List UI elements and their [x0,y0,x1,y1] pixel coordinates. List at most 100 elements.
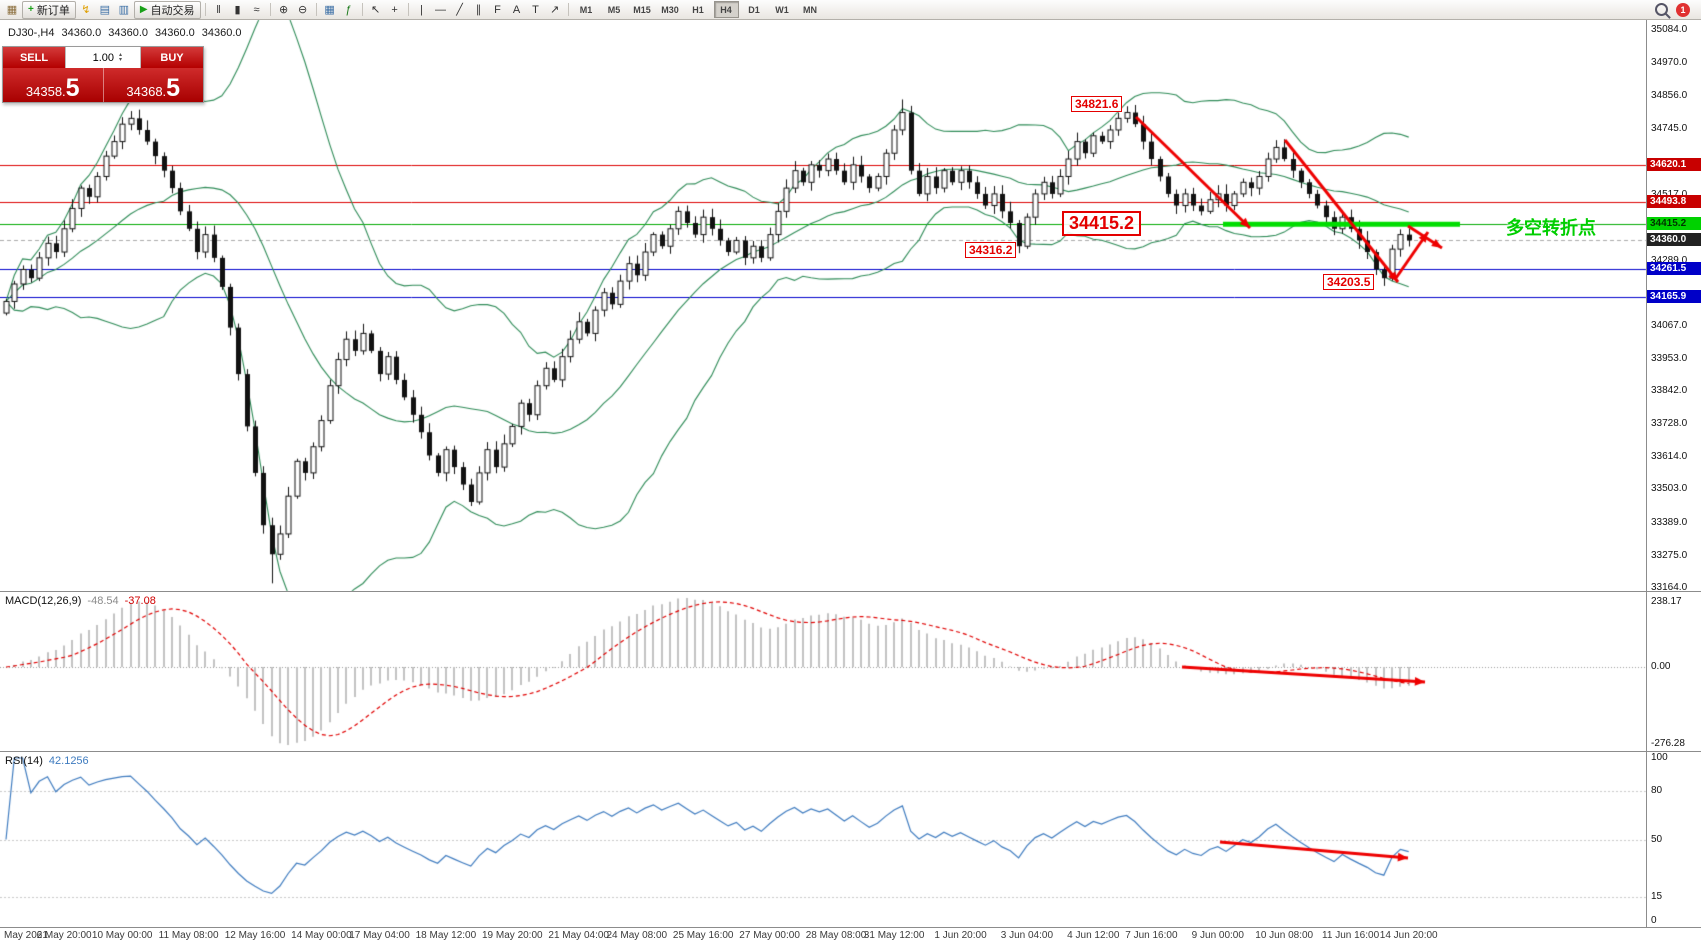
date-axis-tick: 27 May 00:00 [739,930,800,941]
bar-chart-icon[interactable]: ‖ [216,3,221,16]
arrows-icon[interactable]: ↗ [549,4,560,16]
timeframe-W1[interactable]: W1 [775,4,789,15]
sell-price-main: 34358. [25,84,66,99]
sell-price[interactable]: 34358. 5 [3,68,103,102]
date-axis-tick: 11 Jun 16:00 [1322,930,1380,941]
new-order-button-label: 新订单 [36,4,70,17]
date-axis-tick: 14 Jun 20:00 [1379,930,1438,941]
date-axis-tick: 11 May 08:00 [158,930,219,941]
label-icon[interactable]: T [532,3,539,16]
horizontal-line-icon[interactable]: — [435,3,447,16]
sell-price-big-digit: 5 [65,74,80,102]
panel-separator-rsi[interactable] [0,751,1701,752]
data-window-icon[interactable]: ▥ [118,4,130,16]
macd-axis-bottom: -276.28 [1651,738,1685,749]
sell-button[interactable]: SELL [3,47,65,68]
spinner-down-icon[interactable]: ▾ [119,56,123,63]
toolbar-separator [567,3,569,16]
auto-trading-button-label: 自动交易 [150,4,195,17]
panel-separator-macd[interactable] [0,591,1701,592]
market-watch-icon[interactable]: ▤ [99,4,111,16]
text-icon[interactable]: A [512,3,521,16]
rsi-axis-tick: 50 [1651,833,1663,845]
price-axis-tick: 33953.0 [1651,352,1688,364]
buy-price-big-digit: 5 [166,74,181,102]
annotation-turning-point-text[interactable]: 多空转折点 [1506,218,1596,238]
notification-badge[interactable]: 1 [1676,2,1690,17]
new-chart-icon[interactable]: ▦ [6,4,18,16]
rsi-name: RSI(14) [5,755,43,767]
price-axis-tick: 33275.0 [1651,549,1688,561]
price-axis-tick: 35084.0 [1651,24,1688,35]
price-level-label: 34415.2 [1647,217,1701,231]
candlestick-chart-icon[interactable]: ▮ [234,4,241,16]
date-axis-tick: 6 May 20:00 [36,930,92,941]
new-order-button[interactable]: + 新订单 [22,0,76,19]
price-axis-tick: 33389.0 [1651,516,1688,528]
toolbar-separator [315,3,317,16]
spinner-up-icon[interactable]: ▴ [119,51,123,58]
price-axis-tick: 34856.0 [1651,90,1688,102]
toolbar-right-group: 1 [1655,2,1698,17]
trendline-icon[interactable]: ╱ [456,4,463,16]
rsi-axis-tick: 15 [1651,890,1663,902]
buy-price[interactable]: 34368. 5 [102,68,204,102]
macd-signal-value: -37.08 [124,595,156,607]
ohlc-high: 34360.0 [108,27,148,39]
date-axis-tick: 21 May 04:00 [548,930,609,941]
date-axis-separator [0,927,1701,928]
price-axis-tick: 33164.0 [1651,582,1688,593]
tile-windows-icon[interactable]: ▦ [324,4,335,16]
timeframe-M1[interactable]: M1 [579,4,593,15]
rsi-indicator-label: RSI(14) 42.1256 [5,755,89,767]
crosshair-icon[interactable]: + [391,3,398,16]
price-axis-separator [1646,20,1647,927]
price-axis-tick: 34067.0 [1651,319,1688,331]
date-axis-tick: 1 Jun 20:00 [934,930,987,941]
timeframe-D1[interactable]: D1 [748,4,760,15]
annotation-low-price[interactable]: 34203.5 [1323,274,1375,290]
timeframe-M30[interactable]: M30 [661,4,679,15]
fibonacci-icon[interactable]: F [494,3,501,16]
macd-name: MACD(12,26,9) [5,595,82,607]
date-axis-tick: 19 May 20:00 [481,930,543,941]
volume-field: ▴▾ [65,47,141,68]
ohlc-open: 34360.0 [61,27,102,39]
macd-axis-top: 238.17 [1651,596,1682,607]
price-level-label: 34620.1 [1647,157,1701,171]
channel-icon[interactable]: ∥ [475,4,482,16]
price-level-label: 34165.9 [1647,289,1701,303]
zoom-out-icon[interactable]: ⊖ [297,4,308,16]
auto-trading-button[interactable]: ▶ 自动交易 [133,0,201,19]
date-axis-tick: 28 May 08:00 [805,930,867,941]
timeframe-MN[interactable]: MN [803,4,818,15]
timeframe-H4[interactable]: H4 [713,1,739,18]
toolbar-separator [204,3,206,16]
toolbar: ▦ + 新订单 ↯ ▤ ▥ ▶ 自动交易 ‖ ▮ ≈ ⊕ ⊖ ▦ ƒ ↖ + | — ╱ ∥ F A T ↗ M1 M5 M15 M30… [0,0,1701,20]
annotation-support-price[interactable]: 34415.2 [1062,211,1142,236]
indicators-icon[interactable]: ƒ [345,3,352,16]
toolbar-separator [269,3,271,16]
autotrading-lightning-icon[interactable]: ↯ [81,4,91,16]
timeframe-M15[interactable]: M15 [633,4,651,15]
date-axis-tick: 31 May 12:00 [863,930,925,941]
buy-button[interactable]: BUY [141,47,203,68]
timeframe-M5[interactable]: M5 [607,4,621,15]
timeframe-H1[interactable]: H1 [692,4,704,15]
annotation-dip-price[interactable]: 34316.2 [965,242,1017,258]
volume-input[interactable] [66,50,116,65]
date-axis-tick: 10 May 00:00 [91,930,153,941]
price-level-label: 34493.8 [1647,194,1701,208]
vertical-line-icon[interactable]: | [420,3,423,16]
line-chart-icon[interactable]: ≈ [253,3,260,16]
annotation-peak-price[interactable]: 34821.6 [1071,96,1123,112]
zoom-in-icon[interactable]: ⊕ [278,4,289,16]
cursor-icon[interactable]: ↖ [370,4,381,16]
search-icon[interactable] [1655,3,1668,16]
date-axis-tick: 14 May 00:00 [291,930,352,941]
rsi-axis-tick: 80 [1651,784,1663,796]
volume-spinner[interactable]: ▴ ▾ [119,51,123,63]
date-axis-tick: 12 May 16:00 [224,930,286,941]
